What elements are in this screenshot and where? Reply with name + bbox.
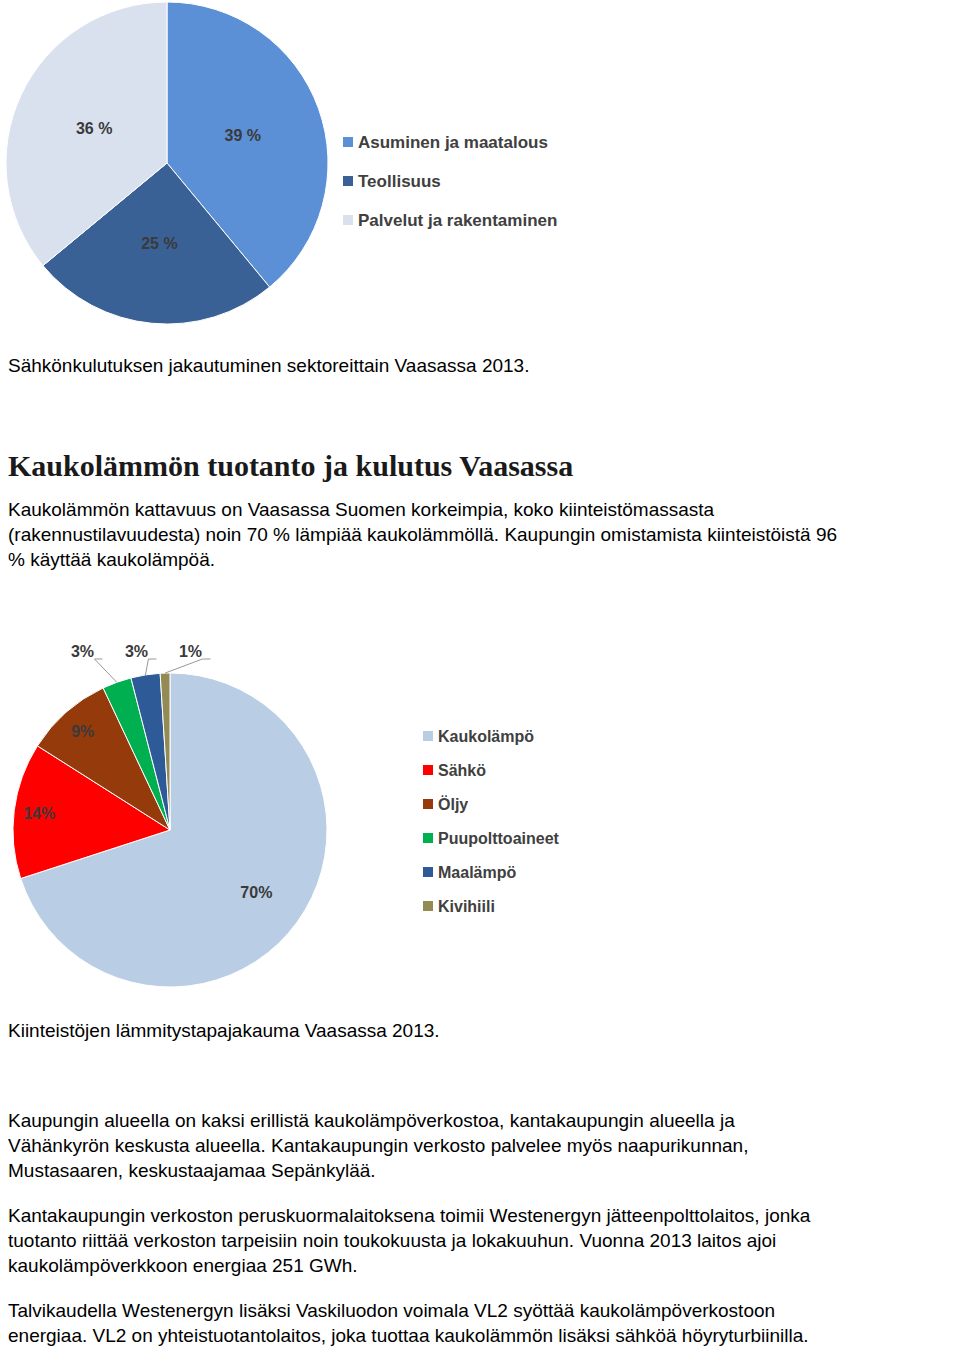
section-heading: Kaukolämmön tuotanto ja kulutus Vaasassa xyxy=(8,447,573,485)
paragraph-line: % käyttää kaukolämpöä. xyxy=(8,547,215,572)
paragraph-line: Talvikaudella Westenergyn lisäksi Vaskil… xyxy=(8,1298,775,1323)
legend-label: Puupolttoaineet xyxy=(438,830,560,847)
pie-slice xyxy=(6,2,167,266)
chart-caption: Sähkönkulutuksen jakautuminen sektoreitt… xyxy=(8,353,529,378)
data-label: 3% xyxy=(71,643,94,660)
legend-swatch xyxy=(423,731,433,741)
legend-swatch xyxy=(423,765,433,775)
paragraph-line: Kaukolämmön kattavuus on Vaasassa Suomen… xyxy=(8,497,714,522)
legend-swatch xyxy=(343,215,353,225)
data-label: 36 % xyxy=(76,120,112,137)
paragraph-line: tuotanto riittää verkoston tarpeisiin no… xyxy=(8,1228,776,1253)
legend-swatch xyxy=(423,867,433,877)
paragraph-line: Vähänkyrön keskusta alueella. Kantakaupu… xyxy=(8,1133,748,1158)
legend-swatch xyxy=(343,176,353,186)
legend-label: Teollisuus xyxy=(358,172,441,191)
legend-label: Maalämpö xyxy=(438,864,516,881)
legend-swatch xyxy=(423,799,433,809)
data-label: 1% xyxy=(179,643,202,660)
leader-line xyxy=(165,659,210,673)
data-label: 14% xyxy=(23,805,55,822)
pie-slice xyxy=(160,673,170,830)
legend-swatch xyxy=(423,901,433,911)
chart-caption: Kiinteistöjen lämmitystapajakauma Vaasas… xyxy=(8,1018,440,1043)
legend-label: Asuminen ja maatalous xyxy=(358,133,548,152)
pie-slice xyxy=(131,673,170,830)
pie-chart xyxy=(6,2,328,324)
paragraph-line: (rakennustilavuudesta) noin 70 % lämpiää… xyxy=(8,522,837,547)
paragraph-line: Kantakaupungin verkoston peruskuormalait… xyxy=(8,1203,810,1228)
legend-label: Öljy xyxy=(438,795,468,813)
leader-line xyxy=(145,659,156,675)
data-label: 25 % xyxy=(141,235,177,252)
legend-swatch xyxy=(423,833,433,843)
data-label: 39 % xyxy=(225,127,261,144)
leader-line xyxy=(94,659,116,682)
pie-chart xyxy=(13,673,327,987)
data-label: 9% xyxy=(71,723,94,740)
legend-swatch xyxy=(343,137,353,147)
paragraph-line: Mustasaaren, keskustaajamaa Sepänkylää. xyxy=(8,1158,376,1183)
legend-label: Kaukolämpö xyxy=(438,728,534,745)
legend-label: Palvelut ja rakentaminen xyxy=(358,211,557,230)
paragraph-line: energiaa. VL2 on yhteistuotantolaitos, j… xyxy=(8,1323,809,1348)
legend-label: Sähkö xyxy=(438,762,486,779)
paragraph-line: kaukolämpöverkkoon energiaa 251 GWh. xyxy=(8,1253,358,1278)
paragraph-line: Kaupungin alueella on kaksi erillistä ka… xyxy=(8,1108,735,1133)
data-label: 70% xyxy=(240,884,272,901)
legend-label: Kivihiili xyxy=(438,898,495,915)
data-label: 3% xyxy=(125,643,148,660)
